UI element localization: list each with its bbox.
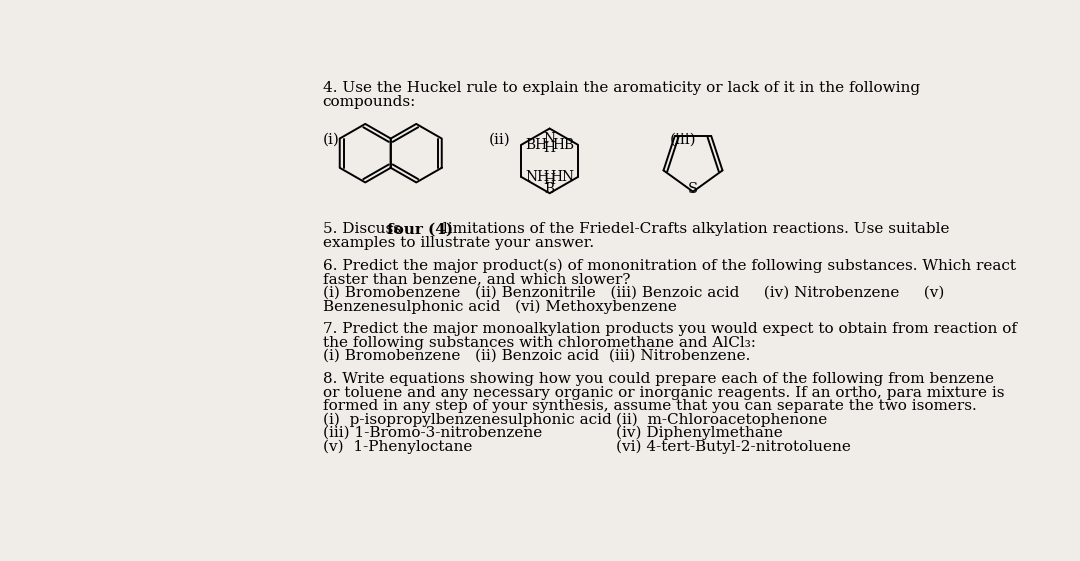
- Text: (vi) 4-tert-Butyl-2-nitrotoluene: (vi) 4-tert-Butyl-2-nitrotoluene: [616, 439, 850, 454]
- Text: Benzenesulphonic acid   (vi) Methoxybenzene: Benzenesulphonic acid (vi) Methoxybenzen…: [323, 299, 676, 314]
- Text: 6. Predict the major product(s) of mononitration of the following substances. Wh: 6. Predict the major product(s) of monon…: [323, 259, 1015, 273]
- Text: S: S: [688, 182, 698, 196]
- Text: HN: HN: [550, 170, 573, 184]
- Text: (ii): (ii): [489, 133, 511, 147]
- Text: faster than benzene, and which slower?: faster than benzene, and which slower?: [323, 272, 630, 286]
- Text: NH: NH: [525, 170, 550, 184]
- Text: 7. Predict the major monoalkylation products you would expect to obtain from rea: 7. Predict the major monoalkylation prod…: [323, 322, 1016, 336]
- Text: (iii): (iii): [670, 133, 697, 147]
- Text: the following substances with chloromethane and AlCl₃:: the following substances with chlorometh…: [323, 335, 756, 350]
- Text: (i)  p-isopropylbenzenesulphonic acid: (i) p-isopropylbenzenesulphonic acid: [323, 412, 611, 427]
- Text: (i) Bromobenzene   (ii) Benzoic acid  (iii) Nitrobenzene.: (i) Bromobenzene (ii) Benzoic acid (iii)…: [323, 349, 750, 363]
- Text: H: H: [543, 141, 555, 155]
- Text: (iv) Diphenylmethane: (iv) Diphenylmethane: [616, 426, 782, 440]
- Text: (v)  1-Phenyloctane: (v) 1-Phenyloctane: [323, 439, 472, 454]
- Text: examples to illustrate your answer.: examples to illustrate your answer.: [323, 236, 594, 250]
- Text: 5. Discuss: 5. Discuss: [323, 223, 405, 237]
- Text: BH: BH: [525, 137, 548, 151]
- Text: N: N: [543, 132, 556, 146]
- Text: (iii) 1-Bromo-3-nitrobenzene: (iii) 1-Bromo-3-nitrobenzene: [323, 426, 542, 440]
- Text: H: H: [543, 173, 555, 187]
- Text: (i): (i): [323, 133, 339, 147]
- Text: (i) Bromobenzene   (ii) Benzonitrile   (iii) Benzoic acid     (iv) Nitrobenzene : (i) Bromobenzene (ii) Benzonitrile (iii)…: [323, 286, 944, 300]
- Text: limitations of the Friedel-Crafts alkylation reactions. Use suitable: limitations of the Friedel-Crafts alkyla…: [438, 223, 949, 237]
- Text: (ii)  m-Chloroacetophenone: (ii) m-Chloroacetophenone: [616, 412, 827, 427]
- Text: or toluene and any necessary organic or inorganic reagents. If an ortho, para mi: or toluene and any necessary organic or …: [323, 385, 1004, 399]
- Text: HB: HB: [552, 137, 573, 151]
- Text: formed in any step of your synthesis, assume that you can separate the two isome: formed in any step of your synthesis, as…: [323, 399, 976, 413]
- Text: four (4): four (4): [387, 223, 453, 237]
- Text: 8. Write equations showing how you could prepare each of the following from benz: 8. Write equations showing how you could…: [323, 372, 994, 386]
- Text: 4. Use the Huckel rule to explain the aromaticity or lack of it in the following: 4. Use the Huckel rule to explain the ar…: [323, 81, 920, 95]
- Text: compounds:: compounds:: [323, 95, 416, 109]
- Text: B: B: [544, 182, 555, 196]
